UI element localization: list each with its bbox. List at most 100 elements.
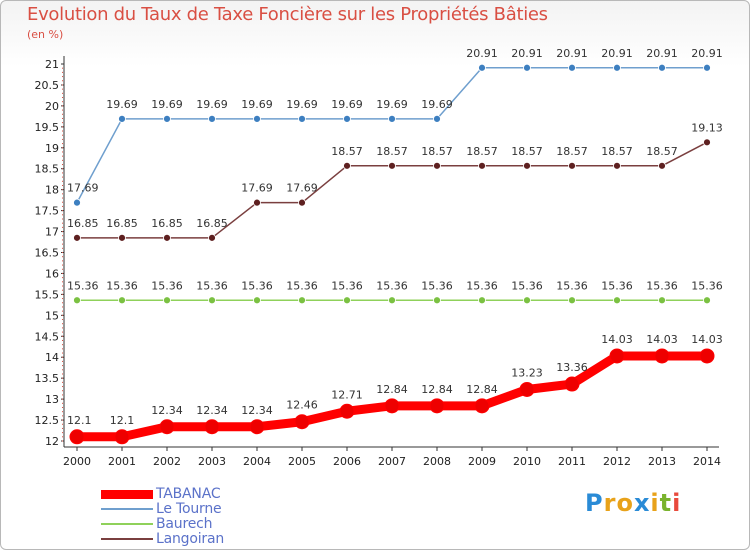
- data-point: [73, 233, 81, 242]
- y-minor-tick: [62, 365, 63, 367]
- data-label: 14.03: [691, 333, 723, 346]
- data-label: 15.36: [196, 279, 228, 292]
- y-minor-tick: [62, 381, 63, 383]
- y-minor-tick: [62, 218, 63, 220]
- x-tick-label: 2013: [648, 455, 676, 468]
- x-tick-label: 2007: [378, 455, 406, 468]
- y-minor-tick: [62, 360, 63, 362]
- y-minor-tick: [62, 84, 63, 86]
- data-label: 20.91: [466, 47, 498, 60]
- logo-letter: o: [616, 489, 634, 517]
- data-point: [343, 296, 351, 305]
- y-minor-tick: [62, 390, 63, 392]
- legend-item-tabanac[interactable]: TABANAC: [101, 486, 301, 502]
- data-point: [699, 348, 715, 364]
- y-minor-tick: [62, 180, 63, 182]
- data-label: 15.36: [691, 279, 723, 292]
- x-tick-label: 2012: [603, 455, 631, 468]
- data-label: 16.85: [67, 217, 99, 230]
- y-minor-tick: [62, 247, 63, 249]
- data-label: 18.57: [511, 145, 543, 158]
- legend-item-baurech[interactable]: Baurech: [101, 516, 301, 532]
- data-label: 18.57: [601, 145, 633, 158]
- y-tick-label: 17: [45, 226, 59, 239]
- data-point: [339, 403, 355, 419]
- y-minor-tick: [62, 352, 63, 354]
- data-label: 18.57: [376, 145, 408, 158]
- y-tick-label: 16.5: [35, 247, 60, 260]
- x-tick-label: 2005: [288, 455, 316, 468]
- data-point: [159, 419, 175, 435]
- data-point: [73, 296, 81, 305]
- legend-label-langoiran: Langoiran: [156, 531, 225, 547]
- legend-label-baurech: Baurech: [156, 516, 213, 532]
- x-tick-label: 2004: [243, 455, 271, 468]
- y-minor-tick: [62, 130, 63, 132]
- unit-label: (en %): [27, 28, 64, 41]
- data-point: [568, 63, 576, 72]
- data-label: 16.85: [106, 217, 138, 230]
- y-minor-tick: [62, 88, 63, 90]
- logo-letter: r: [603, 489, 617, 517]
- data-point: [609, 348, 625, 364]
- x-tick-label: 2002: [153, 455, 181, 468]
- y-minor-tick: [62, 222, 63, 224]
- data-label: 18.57: [646, 145, 678, 158]
- series-line-le-tourne: [76, 67, 707, 204]
- data-label: 18.57: [331, 145, 363, 158]
- data-label: 18.57: [466, 145, 498, 158]
- data-point: [658, 63, 666, 72]
- y-minor-tick: [62, 356, 63, 358]
- data-label: 12.1: [110, 414, 135, 427]
- data-label: 12.34: [196, 404, 228, 417]
- logo-letter: t: [659, 489, 673, 517]
- y-minor-tick: [62, 109, 63, 111]
- y-tick-label: 20: [45, 100, 59, 113]
- y-minor-tick: [62, 398, 63, 400]
- data-label: 16.85: [151, 217, 183, 230]
- y-minor-tick: [62, 101, 63, 103]
- data-label: 15.36: [556, 279, 588, 292]
- y-tick-label: 14.5: [35, 330, 60, 343]
- data-label: 17.69: [241, 182, 273, 195]
- y-minor-tick: [62, 201, 63, 203]
- y-tick-label: 13: [45, 393, 59, 406]
- data-point: [73, 198, 81, 207]
- data-label: 17.69: [67, 182, 99, 195]
- data-point: [298, 296, 306, 305]
- y-minor-tick: [62, 285, 63, 287]
- data-point: [118, 296, 126, 305]
- legend-swatch-baurech: [101, 523, 153, 525]
- data-point: [388, 114, 396, 123]
- data-point: [523, 296, 531, 305]
- data-label: 15.36: [601, 279, 633, 292]
- data-label: 13.36: [556, 361, 588, 374]
- y-minor-tick: [62, 155, 63, 157]
- y-tick-label: 12.5: [35, 414, 60, 427]
- legend-item-langoiran[interactable]: Langoiran: [101, 531, 301, 547]
- legend-swatch-le-tourne: [101, 508, 153, 510]
- data-label: 15.36: [466, 279, 498, 292]
- y-minor-tick: [62, 176, 63, 178]
- y-tick-label: 20.5: [35, 79, 60, 92]
- y-minor-tick: [62, 159, 63, 161]
- y-minor-tick: [62, 239, 63, 241]
- data-label: 12.1: [67, 414, 92, 427]
- data-label: 20.91: [556, 47, 588, 60]
- y-minor-tick: [62, 327, 63, 329]
- x-tick-label: 2009: [468, 455, 496, 468]
- y-minor-tick: [62, 151, 63, 153]
- y-minor-tick: [62, 97, 63, 99]
- data-point: [658, 161, 666, 170]
- logo-letter: P: [585, 489, 604, 517]
- legend-item-le-tourne[interactable]: Le Tourne: [101, 501, 301, 517]
- x-tick-label: 2014: [693, 455, 721, 468]
- data-point: [208, 114, 216, 123]
- y-minor-tick: [62, 143, 63, 145]
- data-label: 19.69: [106, 98, 138, 111]
- x-tick-label: 2010: [513, 455, 541, 468]
- y-tick-label: 17.5: [35, 205, 60, 218]
- data-point: [343, 161, 351, 170]
